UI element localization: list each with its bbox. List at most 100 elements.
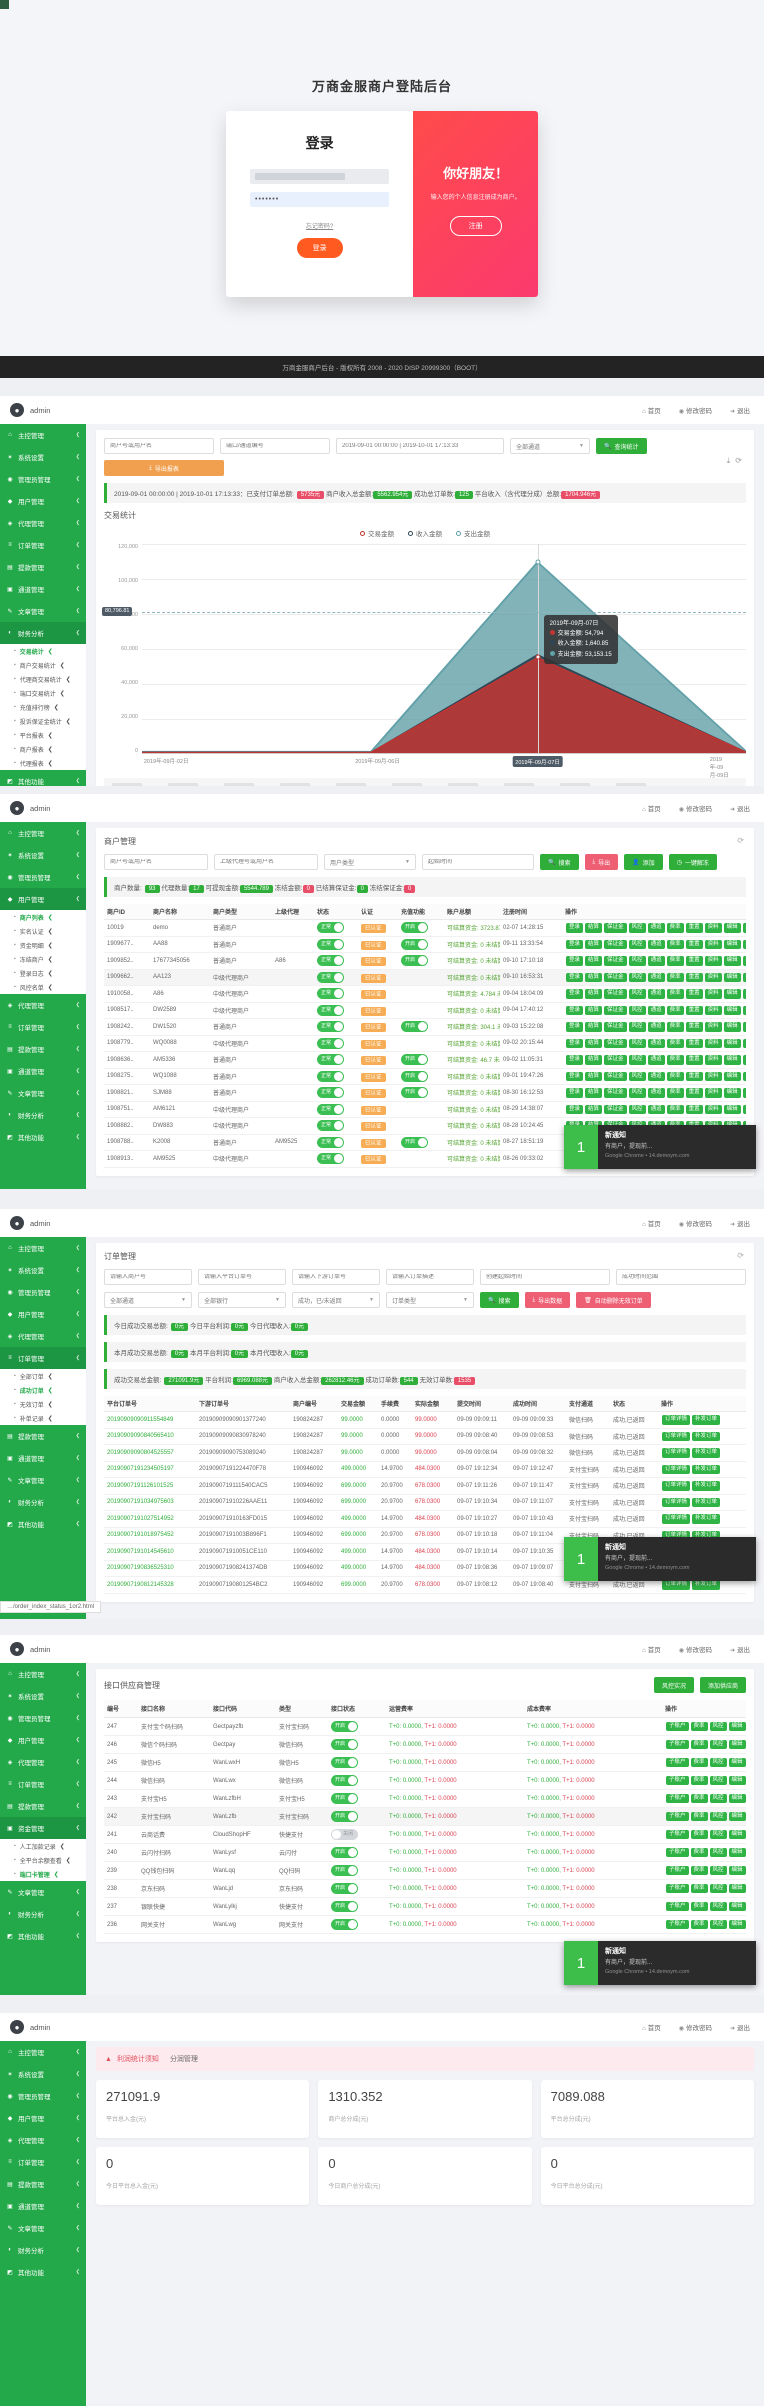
home-link[interactable]: ⌂ 首页: [642, 408, 661, 415]
row-action-button[interactable]: 补发订单: [692, 1580, 721, 1590]
sidebar-item[interactable]: ▪ 全平台余额查看 ❮: [0, 1853, 86, 1867]
status-toggle[interactable]: 正常: [317, 988, 344, 1000]
status-toggle[interactable]: 正常: [317, 1037, 344, 1049]
sidebar-item[interactable]: ◉ 管理员管理 ❮: [0, 866, 86, 888]
row-action-button[interactable]: 订单详情: [662, 1530, 691, 1540]
row-action-button[interactable]: 删除: [742, 1022, 746, 1032]
channel-select[interactable]: 全部通道 ▼: [510, 438, 590, 454]
row-action-button[interactable]: 风控: [709, 1793, 727, 1804]
sidebar-item[interactable]: ▪ 代理商交易统计 ❮: [0, 672, 86, 686]
row-action-button[interactable]: 编辑: [728, 1739, 746, 1750]
sidebar-item[interactable]: ◉ 管理员管理 ❮: [0, 2085, 86, 2107]
row-action-button[interactable]: 风控: [709, 1901, 727, 1912]
legend-item[interactable]: 支出金额: [456, 528, 490, 538]
sidebar-item[interactable]: ◐ 财务分析 ❮: [0, 1491, 86, 1513]
row-action-button[interactable]: 保证金: [604, 1038, 627, 1048]
sidebar-item[interactable]: ◈ 代理管理 ❮: [0, 1751, 86, 1773]
sidebar-item[interactable]: ≡ 订单管理 ❮: [0, 534, 86, 556]
port-state-toggle[interactable]: 关闭: [331, 1829, 358, 1840]
row-action-button[interactable]: 编辑: [723, 1005, 741, 1015]
status-toggle[interactable]: 正常: [317, 1087, 344, 1099]
row-action-button[interactable]: 风控: [628, 956, 646, 966]
sidebar-item[interactable]: ✎ 文章管理 ❮: [0, 1469, 86, 1491]
row-action-button[interactable]: 订单详情: [662, 1431, 691, 1441]
row-action-button[interactable]: 风控: [628, 1088, 646, 1098]
row-action-button[interactable]: 子账户: [666, 1811, 689, 1822]
row-action-button[interactable]: 编辑: [728, 1865, 746, 1876]
row-action-button[interactable]: 编辑: [728, 1829, 746, 1840]
export-button[interactable]: ⤓ 导出: [584, 854, 619, 870]
status-toggle[interactable]: 正常: [317, 971, 344, 983]
row-action-button[interactable]: 重置: [685, 1071, 703, 1081]
row-action-button[interactable]: 资料: [704, 1005, 722, 1015]
row-action-button[interactable]: 编辑: [728, 1757, 746, 1768]
sidebar-item[interactable]: ◉ 管理员管理 ❮: [0, 1281, 86, 1303]
sidebar-item[interactable]: ▪ 资金明细 ❮: [0, 938, 86, 952]
row-action-button[interactable]: 登录: [566, 989, 584, 999]
row-action-button[interactable]: 补发订单: [692, 1464, 721, 1474]
sidebar-item[interactable]: ⌂ 主控管理 ❮: [0, 424, 86, 446]
sidebar-item[interactable]: ▤ 提款管理 ❮: [0, 2173, 86, 2195]
row-action-button[interactable]: 补发订单: [692, 1415, 721, 1425]
sidebar-item[interactable]: ▪ 充值排行榜 ❮: [0, 700, 86, 714]
row-action-button[interactable]: 风控: [628, 939, 646, 949]
sidebar-item[interactable]: ▪ 商户列表 ❮: [0, 910, 86, 924]
sidebar-item[interactable]: ✶ 系统设置 ❮: [0, 844, 86, 866]
sidebar-item[interactable]: ◆ 用户管理 ❮: [0, 2107, 86, 2129]
row-action-button[interactable]: 保证金: [604, 956, 627, 966]
sidebar-item[interactable]: ◈ 代理管理 ❮: [0, 994, 86, 1016]
merchant-no-input[interactable]: [104, 854, 208, 870]
row-action-button[interactable]: 登录: [566, 1022, 584, 1032]
recharge-toggle[interactable]: 开启: [401, 1021, 428, 1033]
row-action-button[interactable]: 编辑: [728, 1847, 746, 1858]
sidebar-item[interactable]: ⌂ 主控管理 ❮: [0, 1663, 86, 1685]
row-action-button[interactable]: 保证金: [604, 1071, 627, 1081]
recharge-toggle[interactable]: 开启: [401, 1054, 428, 1066]
row-action-button[interactable]: 费率: [666, 923, 684, 933]
row-action-button[interactable]: 编辑: [723, 1104, 741, 1114]
row-action-button[interactable]: 通道: [647, 956, 665, 966]
sidebar-item[interactable]: ▣ 通道管理 ❮: [0, 578, 86, 600]
row-action-button[interactable]: 登录: [566, 1071, 584, 1081]
row-action-button[interactable]: 编辑: [723, 956, 741, 966]
row-action-button[interactable]: 编辑: [728, 1901, 746, 1912]
change-password-link[interactable]: ◉ 修改密码: [678, 2025, 712, 2032]
refresh-icon[interactable]: ⟳: [737, 836, 744, 845]
row-action-button[interactable]: 结算: [585, 939, 603, 949]
row-action-button[interactable]: 保证金: [604, 989, 627, 999]
row-action-button[interactable]: 保证金: [604, 1104, 627, 1114]
sidebar-item[interactable]: ◆ 用户管理 ❮: [0, 1729, 86, 1751]
row-action-button[interactable]: 子账户: [666, 1901, 689, 1912]
port-state-toggle[interactable]: 开启: [331, 1775, 358, 1786]
row-action-button[interactable]: 费率: [666, 1088, 684, 1098]
sidebar-item[interactable]: ▪ 平台报表 ❮: [0, 728, 86, 742]
row-action-button[interactable]: 资料: [704, 1071, 722, 1081]
row-action-button[interactable]: 子账户: [666, 1739, 689, 1750]
row-action-button[interactable]: 登录: [566, 939, 584, 949]
login-button[interactable]: 登录: [296, 238, 343, 258]
row-action-button[interactable]: 通道: [647, 1055, 665, 1065]
sidebar-item[interactable]: ◩ 其他功能 ❮: [0, 770, 86, 786]
row-action-button[interactable]: 风控: [709, 1883, 727, 1894]
row-action-button[interactable]: 保证金: [604, 939, 627, 949]
row-action-button[interactable]: 风控: [628, 1055, 646, 1065]
row-action-button[interactable]: 编辑: [723, 989, 741, 999]
sidebar-item[interactable]: ▪ 商户报表 ❮: [0, 742, 86, 756]
row-action-button[interactable]: 资料: [704, 956, 722, 966]
row-action-button[interactable]: 结算: [585, 1022, 603, 1032]
status-toggle[interactable]: 正常: [317, 1070, 344, 1082]
sidebar-item[interactable]: ▤ 提款管理 ❮: [0, 556, 86, 578]
row-action-button[interactable]: 资料: [704, 1055, 722, 1065]
port-state-toggle[interactable]: 开启: [331, 1757, 358, 1768]
port-state-toggle[interactable]: 开启: [331, 1721, 358, 1732]
row-action-button[interactable]: 资料: [704, 1104, 722, 1114]
row-action-button[interactable]: 编辑: [728, 1775, 746, 1786]
row-action-button[interactable]: 重置: [685, 956, 703, 966]
row-action-button[interactable]: 费率: [690, 1775, 708, 1786]
sidebar-item[interactable]: ✎ 文章管理 ❮: [0, 600, 86, 622]
row-action-button[interactable]: 费率: [666, 1038, 684, 1048]
row-action-button[interactable]: 通道: [647, 1071, 665, 1081]
row-action-button[interactable]: 结算: [585, 956, 603, 966]
order-type-select[interactable]: 订单类型 ▼: [386, 1292, 474, 1308]
legend-item[interactable]: 交易金额: [360, 528, 394, 538]
